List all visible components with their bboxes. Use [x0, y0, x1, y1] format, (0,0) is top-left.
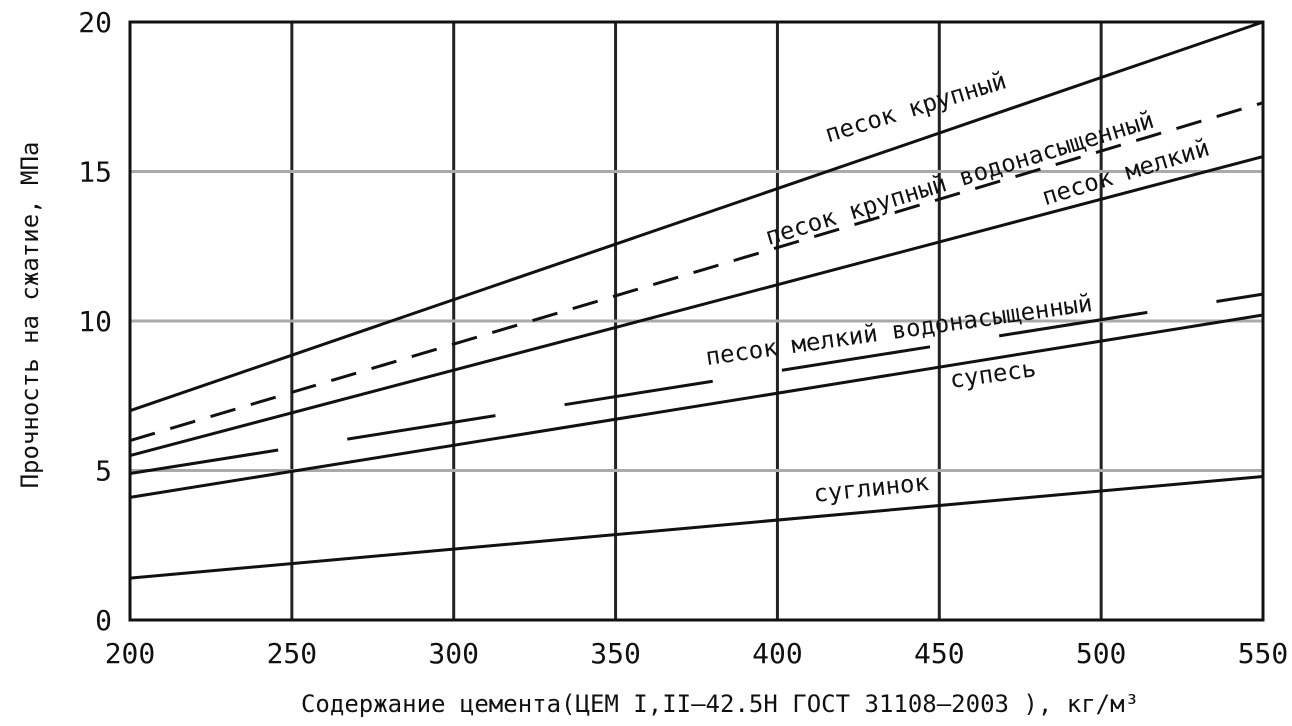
series-line-4 — [129, 313, 1264, 499]
y-tick-labels: 0 5 10 15 20 — [78, 6, 112, 637]
x-tick-label: 300 — [428, 637, 479, 670]
y-tick-label: 15 — [78, 156, 112, 189]
y-tick-label: 20 — [78, 6, 112, 39]
x-tick-label: 200 — [105, 637, 156, 670]
series-line-2 — [129, 155, 1264, 458]
x-tick-label: 550 — [1238, 637, 1289, 670]
series-label-pesok-krupnyi: песок крупный — [822, 67, 1010, 149]
x-tick-label: 500 — [1076, 637, 1127, 670]
x-axis-title: Содержание цемента(ЦЕМ I,II–42.5Н ГОСТ 3… — [301, 690, 1139, 718]
x-tick-label: 350 — [590, 637, 641, 670]
y-axis-title: Прочность на сжатие, МПа — [16, 142, 44, 489]
plot-border — [128, 20, 1265, 622]
series-line-0 — [129, 20, 1264, 413]
series-lines — [129, 20, 1264, 580]
x-tick-label: 450 — [914, 637, 965, 670]
series-line-5 — [129, 474, 1264, 580]
series-label-supes: супесь — [948, 354, 1038, 394]
y-tick-label: 10 — [78, 305, 112, 338]
x-tick-label: 250 — [267, 637, 318, 670]
series-line-1 — [129, 101, 1264, 443]
y-tick-label: 5 — [95, 455, 112, 488]
y-tick-label: 0 — [95, 604, 112, 637]
plot-frame — [128, 20, 1265, 622]
x-tick-label: 400 — [752, 637, 803, 670]
series-label-suglinok: суглинок — [812, 468, 930, 508]
x-tick-labels: 200 250 300 350 400 450 500 550 — [105, 637, 1289, 670]
series-line-3 — [129, 292, 1264, 475]
